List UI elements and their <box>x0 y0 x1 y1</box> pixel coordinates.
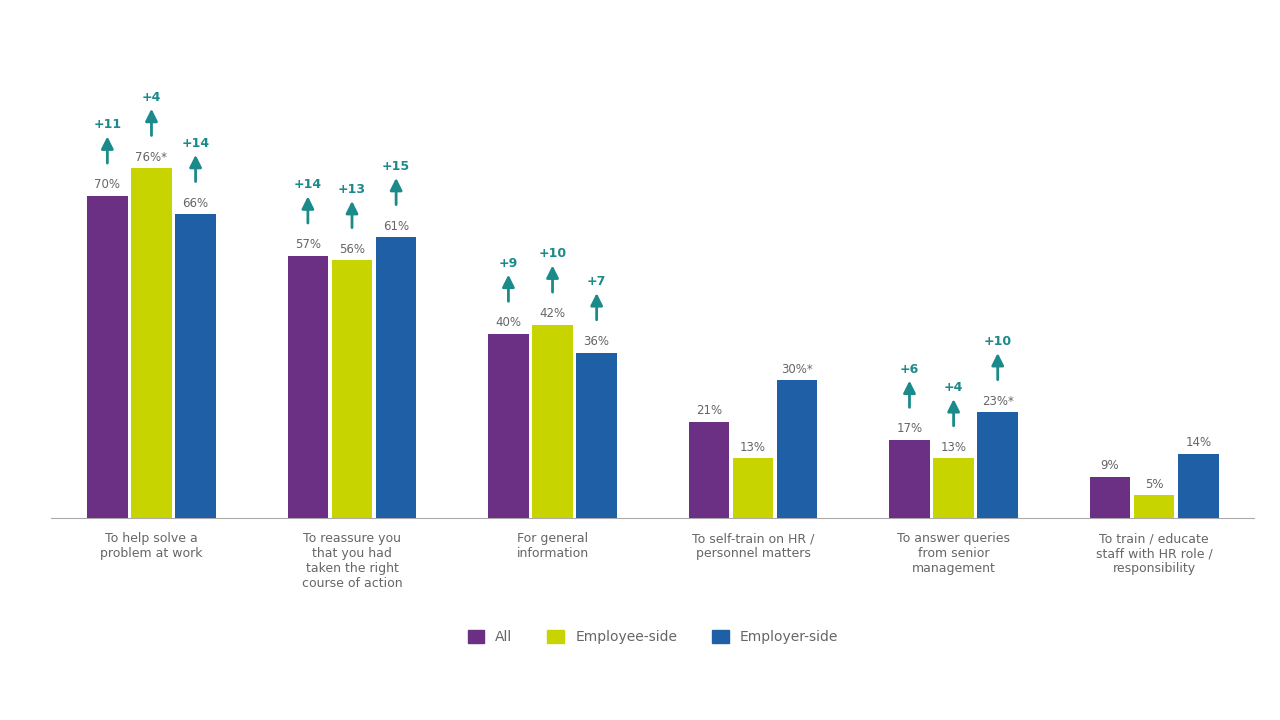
Text: +10: +10 <box>539 248 567 261</box>
Bar <box>689 422 730 518</box>
Bar <box>87 196 128 518</box>
Text: 21%: 21% <box>696 404 722 417</box>
Text: 30%*: 30%* <box>781 363 813 376</box>
Bar <box>978 413 1018 518</box>
Bar <box>777 380 818 518</box>
Text: 14%: 14% <box>1185 436 1211 449</box>
Text: +11: +11 <box>93 118 122 131</box>
Text: 56%: 56% <box>339 243 365 256</box>
Text: +4: +4 <box>142 91 161 104</box>
Text: +6: +6 <box>900 363 919 376</box>
Text: +9: +9 <box>499 256 518 269</box>
Bar <box>1178 454 1219 518</box>
Bar <box>376 238 416 518</box>
Text: +15: +15 <box>381 160 410 173</box>
Text: 66%: 66% <box>183 197 209 210</box>
Bar <box>175 215 216 518</box>
Text: +4: +4 <box>943 381 964 394</box>
Bar <box>933 459 974 518</box>
Text: 76%*: 76%* <box>136 150 168 163</box>
Bar <box>1134 495 1175 518</box>
Bar <box>1089 477 1130 518</box>
Text: 17%: 17% <box>896 423 923 436</box>
Bar <box>488 334 529 518</box>
Text: 9%: 9% <box>1101 459 1119 472</box>
Bar <box>576 353 617 518</box>
Bar <box>332 261 372 518</box>
Text: 61%: 61% <box>383 220 410 233</box>
Bar <box>288 256 328 518</box>
Text: 13%: 13% <box>740 441 765 454</box>
Text: 13%: 13% <box>941 441 966 454</box>
Bar <box>131 168 172 518</box>
Text: +14: +14 <box>182 137 210 150</box>
Text: 36%: 36% <box>584 335 609 348</box>
Text: 57%: 57% <box>294 238 321 251</box>
Text: 23%*: 23%* <box>982 395 1014 408</box>
Bar <box>532 325 573 518</box>
Text: 42%: 42% <box>539 307 566 320</box>
Text: 5%: 5% <box>1144 478 1164 491</box>
Text: 40%: 40% <box>495 317 521 330</box>
Text: 70%: 70% <box>95 179 120 192</box>
Legend: All, Employee-side, Employer-side: All, Employee-side, Employer-side <box>462 624 844 649</box>
Text: +14: +14 <box>294 179 323 192</box>
Text: +13: +13 <box>338 183 366 196</box>
Bar <box>732 459 773 518</box>
Text: +7: +7 <box>588 275 607 288</box>
Text: +10: +10 <box>983 335 1011 348</box>
Bar <box>890 440 929 518</box>
